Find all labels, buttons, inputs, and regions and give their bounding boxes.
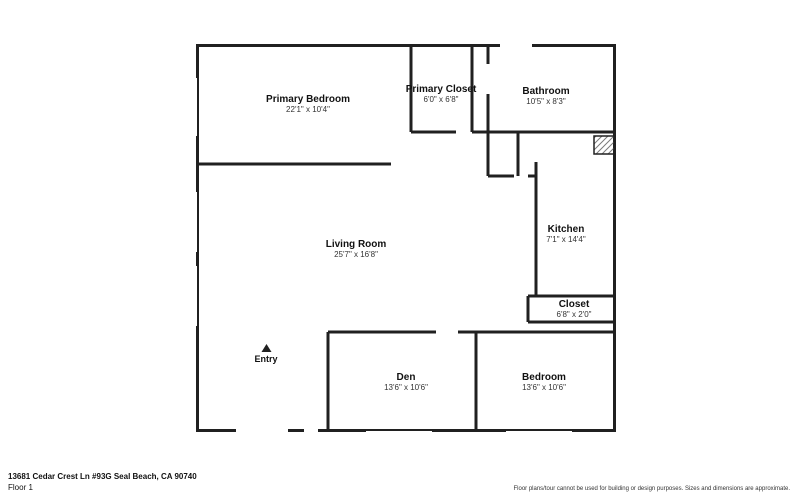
room-dimensions: 22'1" x 10'4" [266, 105, 350, 114]
room-name: Den [384, 372, 428, 383]
room-dimensions: 10'5" x 8'3" [522, 97, 569, 106]
entry-label: Entry [254, 354, 277, 364]
page: Primary Bedroom22'1" x 10'4" Primary Clos… [0, 0, 800, 500]
room-label-bathroom: Bathroom10'5" x 8'3" [522, 86, 569, 106]
room-name: Living Room [326, 239, 387, 250]
room-label-bedroom: Bedroom13'6" x 10'6" [522, 372, 566, 392]
room-dimensions: 13'6" x 10'6" [384, 383, 428, 392]
room-dimensions: 6'8" x 2'0" [557, 310, 592, 319]
room-dimensions: 7'1" x 14'4" [546, 235, 585, 244]
floor-plan: Primary Bedroom22'1" x 10'4" Primary Clos… [196, 44, 616, 432]
room-label-closet: Closet6'8" x 2'0" [557, 299, 592, 319]
room-name: Closet [557, 299, 592, 310]
room-dimensions: 25'7" x 16'8" [326, 250, 387, 259]
disclaimer-text: Floor plans/tour cannot be used for buil… [514, 486, 791, 492]
room-name: Bedroom [522, 372, 566, 383]
room-name: Kitchen [546, 224, 585, 235]
room-dimensions: 13'6" x 10'6" [522, 383, 566, 392]
floor-label: Floor 1 [8, 483, 197, 492]
room-label-kitchen: Kitchen7'1" x 14'4" [546, 224, 585, 244]
room-label-den: Den13'6" x 10'6" [384, 372, 428, 392]
room-name: Primary Bedroom [266, 94, 350, 105]
room-dimensions: 6'0" x 6'8" [406, 95, 477, 104]
entry-arrow-icon [261, 344, 271, 352]
footer-left: 13681 Cedar Crest Ln #93G Seal Beach, CA… [8, 472, 197, 492]
room-name: Primary Closet [406, 84, 477, 95]
address-text: 13681 Cedar Crest Ln #93G Seal Beach, CA… [8, 472, 197, 481]
room-label-primary_closet: Primary Closet6'0" x 6'8" [406, 84, 477, 104]
entry-marker: Entry [254, 344, 277, 364]
room-label-living_room: Living Room25'7" x 16'8" [326, 239, 387, 259]
room-name: Bathroom [522, 86, 569, 97]
room-label-primary_bedroom: Primary Bedroom22'1" x 10'4" [266, 94, 350, 114]
